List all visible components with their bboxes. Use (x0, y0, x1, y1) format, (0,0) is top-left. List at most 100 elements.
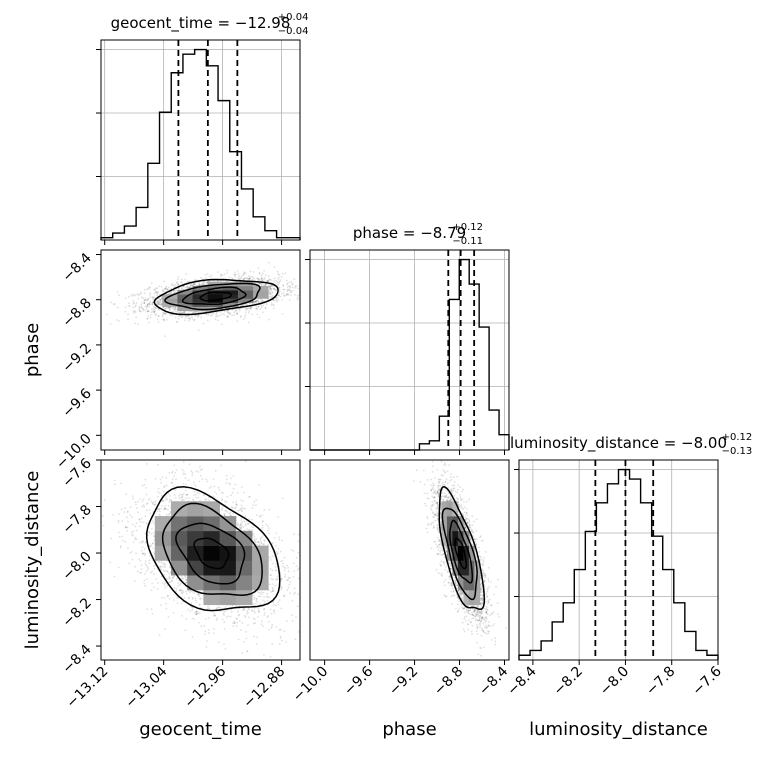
sample-point (160, 302, 163, 305)
sample-point (233, 271, 236, 274)
sample-point (148, 562, 151, 565)
sample-point (199, 603, 201, 606)
sample-point (297, 540, 300, 543)
sample-point (168, 498, 171, 501)
sample-point (223, 614, 225, 617)
sample-point (170, 481, 173, 484)
sample-point (133, 310, 136, 312)
sample-point (142, 521, 145, 524)
sample-point (258, 316, 261, 319)
sample-point (217, 271, 220, 273)
sample-point (257, 540, 259, 543)
sample-point (267, 615, 270, 617)
sample-point (157, 321, 160, 324)
sample-point (219, 273, 222, 276)
sample-point (248, 279, 251, 281)
sample-point (131, 516, 133, 518)
panel-content (102, 460, 300, 658)
sample-point (195, 279, 198, 281)
sample-point (175, 590, 178, 592)
sample-point (164, 307, 167, 310)
sample-point (261, 279, 263, 282)
sample-point (223, 513, 226, 516)
sample-point (135, 304, 137, 307)
sample-point (147, 315, 150, 318)
sample-point (186, 280, 189, 283)
density-cell (177, 306, 193, 312)
sample-point (169, 309, 172, 312)
sample-point (258, 282, 261, 285)
sample-point (261, 272, 264, 275)
sample-point (171, 576, 174, 579)
sample-point (155, 287, 158, 290)
sample-point (112, 513, 115, 516)
sample-point (269, 288, 272, 291)
sample-point (124, 306, 127, 309)
sample-point (289, 291, 292, 294)
sample-point (141, 484, 144, 487)
sample-point (156, 291, 158, 294)
density-cell (222, 285, 239, 291)
sample-point (185, 315, 188, 318)
sample-point (114, 303, 116, 306)
sample-point (193, 283, 196, 286)
sample-point (289, 581, 292, 583)
sample-point (253, 500, 256, 503)
sample-point (197, 593, 200, 595)
sample-point (169, 292, 172, 294)
sample-point (286, 282, 289, 285)
sample-point (175, 281, 178, 284)
sample-point (149, 292, 152, 295)
sample-point (279, 279, 282, 281)
sample-point (191, 597, 194, 600)
sample-point (165, 484, 168, 487)
sample-point (277, 299, 280, 301)
sample-point (257, 299, 260, 302)
sample-point (267, 529, 269, 532)
sample-point (180, 316, 183, 319)
sample-point (278, 294, 280, 297)
sample-point (237, 524, 240, 527)
sample-point (249, 276, 251, 278)
sample-point (242, 273, 244, 276)
sample-point (252, 504, 255, 507)
sample-point (244, 311, 247, 314)
sample-point (269, 292, 272, 295)
sample-point (288, 289, 291, 292)
sample-point (169, 314, 172, 317)
sample-point (273, 307, 275, 310)
sample-point (257, 301, 260, 304)
sample-point (163, 573, 166, 576)
sample-point (192, 284, 195, 286)
sample-point (191, 617, 194, 620)
sample-point (192, 319, 195, 322)
sample-point (271, 590, 274, 592)
sample-point (229, 511, 232, 514)
sample-point (294, 591, 296, 594)
sample-point (224, 310, 226, 313)
sample-point (239, 277, 242, 280)
sample-point (294, 293, 296, 296)
sample-point (169, 307, 171, 310)
sample-point (165, 285, 168, 288)
hist-panel-phase: phase = −8.79+0.12−0.11 (305, 222, 510, 455)
sample-point (162, 290, 164, 293)
sample-point (183, 311, 186, 314)
sample-point (151, 612, 154, 615)
sample-point (281, 272, 284, 275)
sample-point (278, 536, 281, 539)
sample-point (137, 297, 140, 300)
sample-point (188, 280, 191, 283)
sample-point (164, 290, 167, 293)
sample-point (216, 280, 219, 283)
scatter-panel-geocent_time-phase (96, 249, 307, 455)
sample-point (118, 320, 120, 322)
sample-point (248, 277, 250, 280)
sample-point (305, 293, 307, 295)
sample-point (229, 313, 232, 315)
sample-point (221, 313, 224, 315)
sample-point (163, 584, 166, 586)
sample-point (234, 274, 237, 276)
sample-point (264, 283, 267, 286)
sample-point (181, 315, 184, 318)
